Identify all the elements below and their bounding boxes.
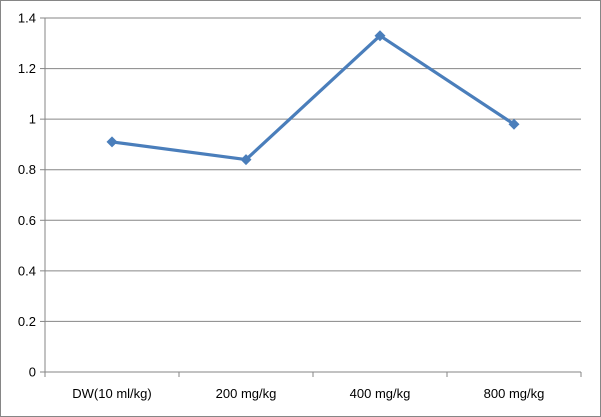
x-tick-label: 200 mg/kg xyxy=(216,386,277,401)
y-tick-label: 0 xyxy=(29,365,36,380)
series-line xyxy=(110,34,516,162)
y-tick-label: 1 xyxy=(29,112,36,127)
axes xyxy=(40,17,582,377)
x-tick-label: DW(10 ml/kg) xyxy=(72,386,151,401)
y-tick-labels: 0 0.2 0.4 0.6 0.8 1 1.2 1.4 xyxy=(18,11,36,380)
data-point xyxy=(508,118,520,130)
x-tick-label: 800 mg/kg xyxy=(484,386,545,401)
gridlines xyxy=(45,17,581,322)
data-point xyxy=(240,154,252,166)
y-tick-label: 0.6 xyxy=(18,213,36,228)
y-tick-label: 1.4 xyxy=(18,11,36,26)
x-tick-label: 400 mg/kg xyxy=(350,386,411,401)
y-tick-label: 0.2 xyxy=(18,314,36,329)
y-tick-label: 1.2 xyxy=(18,61,36,76)
data-point xyxy=(374,30,386,42)
data-point xyxy=(106,136,118,148)
x-tick-labels: DW(10 ml/kg) 200 mg/kg 400 mg/kg 800 mg/kg xyxy=(72,386,544,401)
y-tick-label: 0.8 xyxy=(18,162,36,177)
y-tick-label: 0.4 xyxy=(18,263,36,278)
series xyxy=(106,30,520,166)
